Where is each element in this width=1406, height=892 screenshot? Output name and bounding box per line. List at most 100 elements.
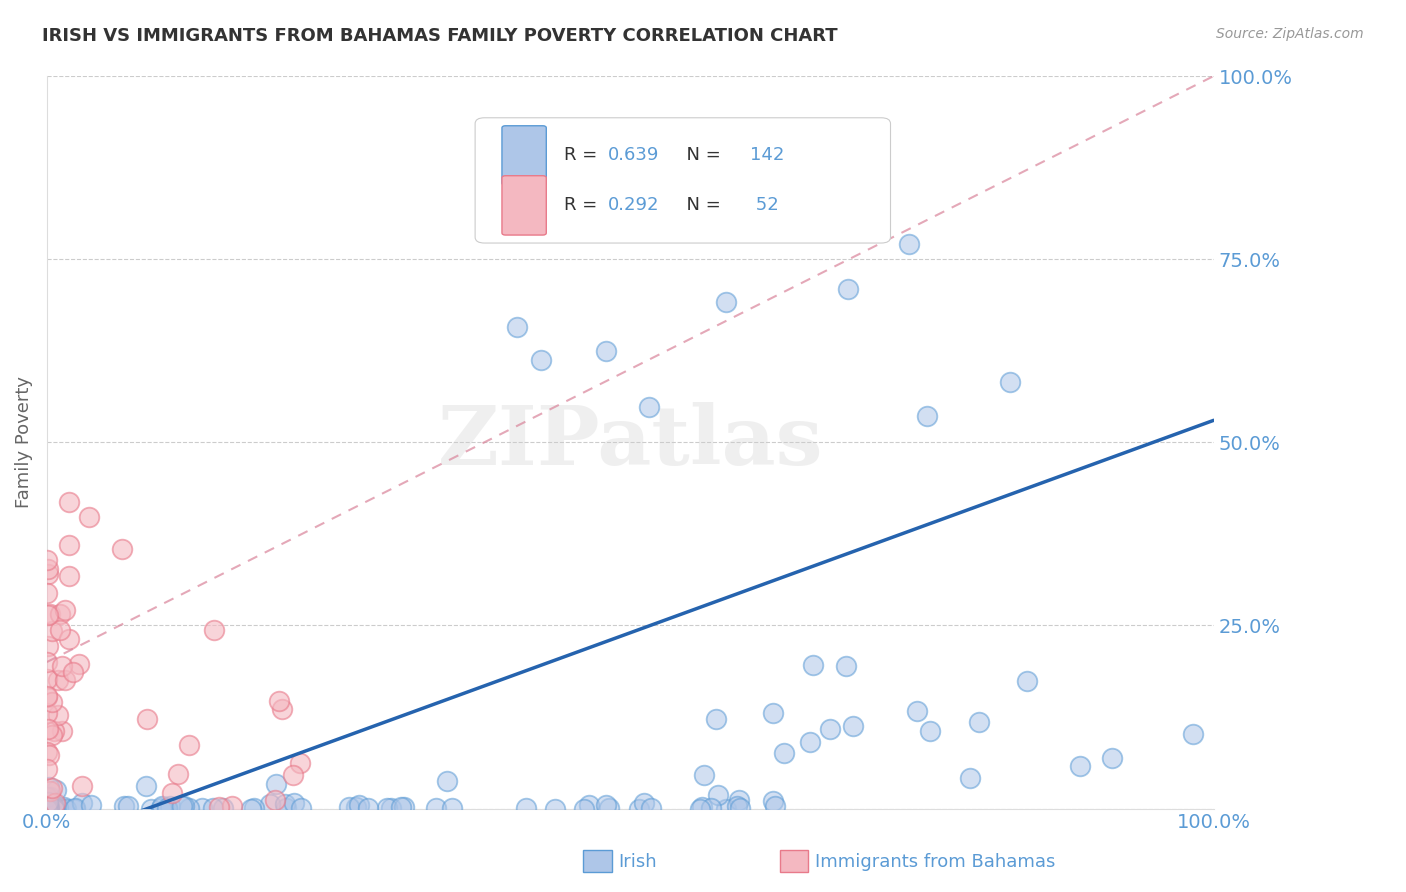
Point xyxy=(281,768,304,782)
Point xyxy=(39,790,62,805)
Point xyxy=(35,801,58,815)
Point xyxy=(689,801,711,815)
Point xyxy=(290,801,312,815)
Point xyxy=(70,779,93,793)
Point xyxy=(41,801,63,815)
Point xyxy=(818,723,841,737)
Point xyxy=(70,797,93,811)
Point xyxy=(35,801,58,815)
Point xyxy=(959,772,981,786)
Point xyxy=(46,673,69,688)
Point xyxy=(357,801,380,815)
Point xyxy=(38,801,60,815)
Point xyxy=(37,801,59,815)
Point xyxy=(38,748,60,763)
Point xyxy=(37,793,59,807)
Point xyxy=(46,799,69,814)
Text: N =: N = xyxy=(675,196,725,214)
Point xyxy=(37,722,59,736)
Point xyxy=(80,797,103,812)
Point xyxy=(283,797,305,811)
Point xyxy=(46,800,69,814)
FancyBboxPatch shape xyxy=(502,176,547,235)
Point xyxy=(208,800,231,814)
Point xyxy=(772,746,794,760)
Point xyxy=(38,801,60,815)
Point xyxy=(37,608,59,623)
Point xyxy=(58,495,80,509)
Point xyxy=(35,801,58,815)
Point xyxy=(38,801,60,815)
Point xyxy=(725,799,748,814)
Point xyxy=(763,798,786,813)
Point xyxy=(35,801,58,815)
Point xyxy=(44,723,66,738)
Point xyxy=(264,792,287,806)
Point xyxy=(1000,375,1022,389)
Point xyxy=(37,795,59,809)
Point xyxy=(690,800,713,814)
Point xyxy=(190,801,212,815)
Point xyxy=(35,690,58,705)
Text: R =: R = xyxy=(564,146,603,164)
Point xyxy=(37,566,59,581)
Point xyxy=(37,689,59,703)
Point xyxy=(35,801,58,815)
Point xyxy=(135,779,157,793)
Point xyxy=(42,797,65,811)
Point xyxy=(700,801,723,815)
Point xyxy=(38,780,60,794)
Point xyxy=(35,801,58,815)
Point xyxy=(37,800,59,814)
Point xyxy=(37,801,59,815)
Point xyxy=(39,801,62,815)
Point xyxy=(37,640,59,654)
Point xyxy=(595,797,617,812)
Point xyxy=(574,801,596,815)
Point xyxy=(37,801,59,815)
Point xyxy=(762,794,785,808)
Point xyxy=(41,728,63,742)
Point xyxy=(344,800,367,814)
Point xyxy=(506,319,529,334)
Point xyxy=(898,236,921,251)
Point xyxy=(177,801,200,815)
Point xyxy=(728,801,751,815)
Point xyxy=(37,672,59,686)
Point xyxy=(37,745,59,759)
Point xyxy=(55,801,77,815)
Point xyxy=(276,801,298,815)
Point xyxy=(37,801,59,815)
Point xyxy=(35,801,58,815)
Point xyxy=(67,657,90,672)
Point xyxy=(38,801,60,815)
Point xyxy=(156,801,179,815)
Text: Irish: Irish xyxy=(619,853,657,871)
Point xyxy=(53,673,76,687)
Point xyxy=(716,801,738,815)
Point xyxy=(35,762,58,776)
Text: R =: R = xyxy=(564,196,603,214)
Point xyxy=(37,801,59,815)
Point xyxy=(49,623,72,637)
Point xyxy=(834,658,856,673)
Point xyxy=(288,756,311,770)
Point xyxy=(425,800,447,814)
Point xyxy=(1069,758,1091,772)
Point xyxy=(35,801,58,815)
Point xyxy=(918,723,941,738)
Point xyxy=(38,801,60,815)
Point xyxy=(595,344,617,359)
Point xyxy=(440,801,463,815)
Point xyxy=(35,586,58,600)
Point xyxy=(1015,673,1038,688)
Point xyxy=(598,800,620,814)
Point xyxy=(44,801,66,815)
Point xyxy=(170,799,193,814)
Text: N =: N = xyxy=(675,146,725,164)
Point xyxy=(35,790,58,805)
Point xyxy=(716,295,738,310)
Point xyxy=(37,795,59,809)
Point xyxy=(803,658,825,673)
Point xyxy=(167,767,190,781)
